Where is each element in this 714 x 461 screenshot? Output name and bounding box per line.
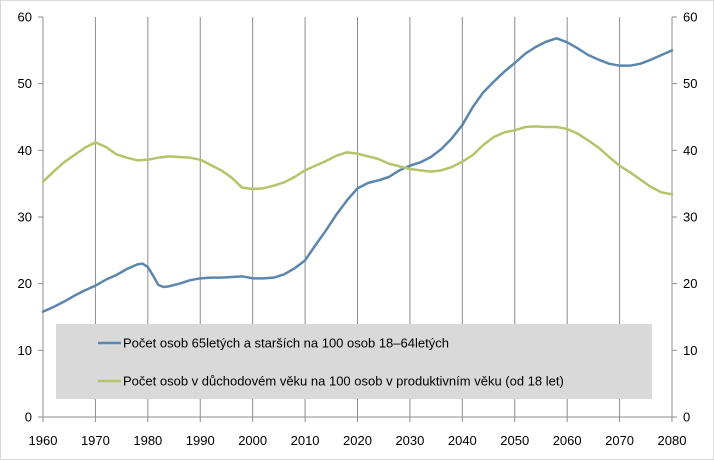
- y-axis-left-ticks: 0 10 20 30 40 50 60: [18, 10, 43, 425]
- x-tick-label-1960: 1960: [29, 433, 58, 448]
- y-tick-right-label-50: 50: [683, 76, 697, 91]
- y-tick-left-label-50: 50: [18, 76, 32, 91]
- x-tick-label-1980: 1980: [133, 433, 162, 448]
- x-tick-label-2020: 2020: [343, 433, 372, 448]
- y-tick-right-label-10: 10: [683, 343, 697, 358]
- x-tick-label-2010: 2010: [291, 433, 320, 448]
- legend-entry-series-1: Počet osob 65letých a starších na 100 os…: [123, 336, 449, 351]
- y-tick-right-label-40: 40: [683, 143, 697, 158]
- series-line-1: [41, 37, 674, 313]
- y-tick-right-label-30: 30: [683, 210, 697, 225]
- x-tick-label-2070: 2070: [605, 433, 634, 448]
- x-tick-label-2080: 2080: [658, 433, 687, 448]
- y-tick-left-label-0: 0: [25, 410, 32, 425]
- y-tick-right-label-20: 20: [683, 276, 697, 291]
- y-tick-left-label-20: 20: [18, 276, 32, 291]
- legend: Počet osob 65letých a starších na 100 os…: [56, 324, 652, 399]
- x-tick-label-2060: 2060: [553, 433, 582, 448]
- y-tick-left-label-40: 40: [18, 143, 32, 158]
- x-axis-ticks: 1960 1970 1980 1990 2000 2010 2020 2030 2040 2050…: [29, 417, 687, 448]
- legend-entry-series-2: Počet osob v důchodovém věku na 100 osob…: [123, 374, 564, 389]
- y-tick-left-label-60: 60: [18, 10, 32, 25]
- x-tick-label-2000: 2000: [238, 433, 267, 448]
- x-tick-label-2040: 2040: [448, 433, 477, 448]
- series-lines: [41, 37, 674, 313]
- legend-background: [56, 324, 652, 399]
- x-tick-label-1970: 1970: [81, 433, 110, 448]
- x-tick-label-2050: 2050: [500, 433, 529, 448]
- y-tick-right-label-60: 60: [683, 10, 697, 25]
- y-tick-right-label-0: 0: [683, 410, 690, 425]
- y-tick-left-label-30: 30: [18, 210, 32, 225]
- x-tick-label-2030: 2030: [395, 433, 424, 448]
- y-tick-left-label-10: 10: [18, 343, 32, 358]
- series-line-2: [41, 125, 674, 196]
- x-tick-label-1990: 1990: [186, 433, 215, 448]
- y-axis-right-ticks: 0 10 20 30 40 50 60: [672, 10, 697, 425]
